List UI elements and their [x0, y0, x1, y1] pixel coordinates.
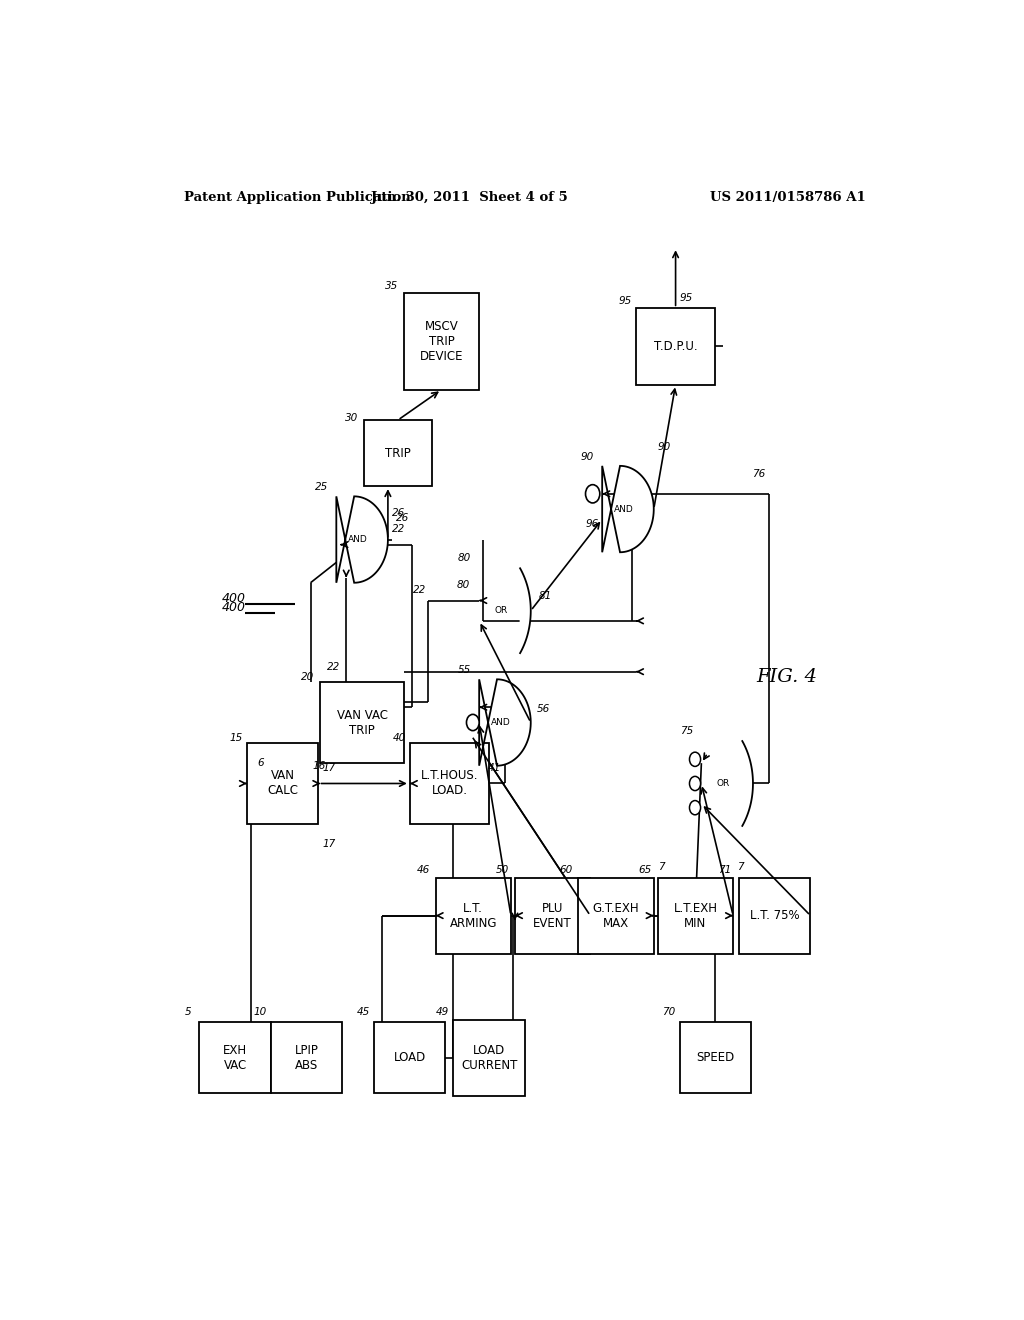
Text: EXH
VAC: EXH VAC [223, 1044, 247, 1072]
Text: OR: OR [717, 779, 730, 788]
Bar [410, 743, 489, 824]
Circle shape [689, 752, 700, 767]
Bar [200, 1022, 270, 1093]
Circle shape [467, 714, 479, 731]
Text: 49: 49 [436, 1007, 450, 1018]
Text: G.T.EXH
MAX: G.T.EXH MAX [593, 902, 639, 929]
Text: FIG. 4: FIG. 4 [756, 668, 817, 686]
Bar [247, 743, 318, 824]
Text: 45: 45 [356, 1007, 370, 1018]
Text: 16: 16 [312, 762, 326, 771]
Text: 15: 15 [229, 733, 243, 743]
Text: 41: 41 [487, 763, 501, 774]
Text: 22: 22 [392, 524, 406, 535]
Text: 90: 90 [581, 451, 594, 462]
Bar [454, 1020, 524, 1096]
Text: 25: 25 [315, 482, 329, 492]
Bar [374, 1022, 445, 1093]
Text: 400: 400 [221, 591, 246, 605]
Text: 7: 7 [737, 862, 743, 873]
Text: 30: 30 [345, 413, 358, 422]
Text: 6: 6 [257, 758, 264, 768]
Text: LPIP
ABS: LPIP ABS [295, 1044, 318, 1072]
Text: 50: 50 [496, 865, 509, 875]
Text: 75: 75 [680, 726, 693, 737]
Text: 26: 26 [392, 508, 406, 517]
Text: 20: 20 [301, 672, 314, 682]
Text: 10: 10 [254, 1007, 267, 1018]
Text: 55: 55 [458, 665, 471, 676]
Bar [435, 878, 511, 954]
Bar [657, 878, 733, 954]
Bar [680, 1022, 751, 1093]
Text: 81: 81 [539, 590, 552, 601]
Text: 5: 5 [185, 1007, 191, 1018]
Text: 400: 400 [221, 601, 246, 614]
Text: OR: OR [495, 606, 508, 615]
Text: 80: 80 [457, 581, 470, 590]
Text: L.T.HOUS.
LOAD.: L.T.HOUS. LOAD. [421, 770, 478, 797]
Text: 56: 56 [538, 705, 550, 714]
Text: SPEED: SPEED [696, 1052, 734, 1064]
Text: Patent Application Publication: Patent Application Publication [183, 190, 411, 203]
Bar [365, 420, 431, 486]
Text: 71: 71 [718, 865, 731, 875]
Polygon shape [602, 466, 653, 552]
Text: 17: 17 [323, 840, 336, 849]
Bar [579, 878, 653, 954]
Text: AND: AND [490, 718, 511, 727]
Text: 80: 80 [458, 553, 471, 564]
Bar [739, 878, 810, 954]
Text: 17: 17 [323, 763, 336, 774]
Bar [321, 682, 403, 763]
Text: 22: 22 [327, 661, 340, 672]
Text: T.D.P.U.: T.D.P.U. [653, 341, 697, 352]
Text: 40: 40 [392, 733, 406, 743]
Bar [636, 309, 715, 384]
Text: 26: 26 [396, 513, 410, 523]
Text: 95: 95 [680, 293, 693, 304]
Text: AND: AND [614, 504, 634, 513]
Text: 60: 60 [559, 865, 572, 875]
Polygon shape [479, 680, 530, 766]
Circle shape [689, 800, 700, 814]
Text: 35: 35 [385, 281, 397, 290]
Text: MSCV
TRIP
DEVICE: MSCV TRIP DEVICE [420, 319, 463, 363]
Text: US 2011/0158786 A1: US 2011/0158786 A1 [711, 190, 866, 203]
Text: VAN
CALC: VAN CALC [267, 770, 298, 797]
Text: L.T.EXH
MIN: L.T.EXH MIN [674, 902, 718, 929]
Bar [270, 1022, 342, 1093]
Bar [515, 878, 590, 954]
Text: L.T.
ARMING: L.T. ARMING [450, 902, 497, 929]
Text: 95: 95 [618, 296, 632, 306]
Text: 22: 22 [414, 586, 427, 595]
Text: LOAD
CURRENT: LOAD CURRENT [461, 1044, 517, 1072]
Text: AND: AND [348, 535, 368, 544]
Text: L.T. 75%: L.T. 75% [750, 909, 800, 923]
Bar [403, 293, 479, 389]
Text: 65: 65 [639, 865, 651, 875]
Text: LOAD: LOAD [393, 1052, 426, 1064]
Text: 76: 76 [752, 469, 765, 479]
Circle shape [689, 776, 700, 791]
Text: 96: 96 [586, 519, 599, 529]
Text: PLU
EVENT: PLU EVENT [534, 902, 572, 929]
Text: TRIP: TRIP [385, 446, 411, 459]
Text: 7: 7 [657, 862, 665, 873]
Text: 90: 90 [657, 442, 671, 451]
Text: 46: 46 [417, 865, 430, 875]
Text: 70: 70 [663, 1007, 676, 1018]
Polygon shape [336, 496, 388, 582]
Text: VAN VAC
TRIP: VAN VAC TRIP [337, 709, 388, 737]
Text: Jun. 30, 2011  Sheet 4 of 5: Jun. 30, 2011 Sheet 4 of 5 [371, 190, 567, 203]
Circle shape [586, 484, 600, 503]
